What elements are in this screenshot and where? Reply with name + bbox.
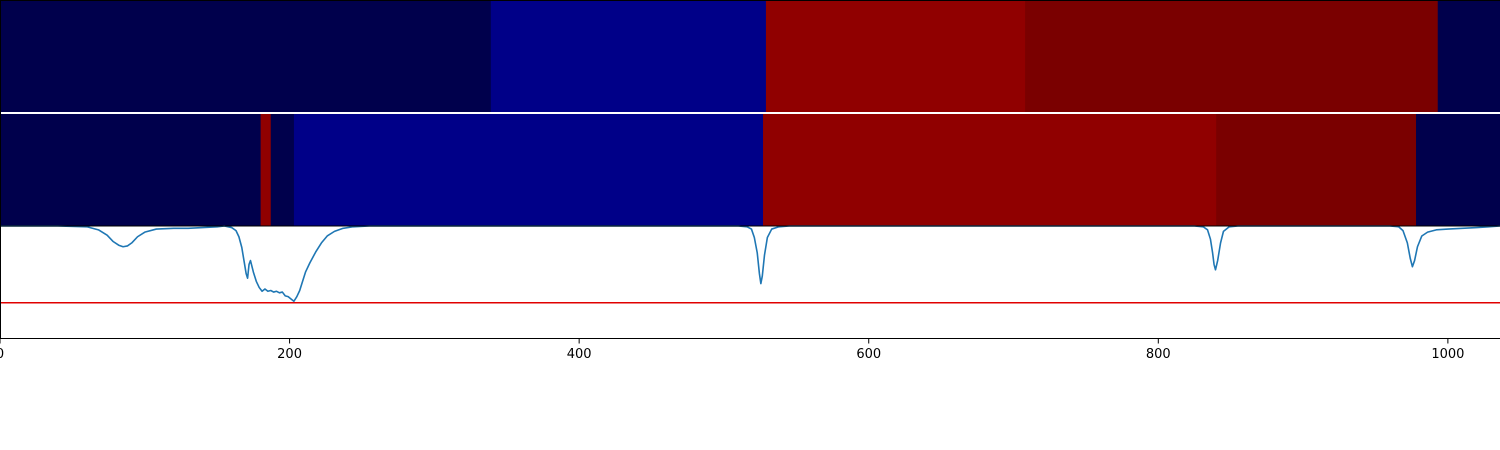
segment-row-1-block-6 — [1416, 114, 1500, 226]
segment-row-0-block-0 — [0, 1, 492, 112]
x-tick-label-5: 1000 — [1431, 347, 1464, 362]
segment-row-1-block-0 — [0, 114, 262, 226]
segment-row-0-block-1 — [490, 1, 767, 112]
x-tick-label-4: 800 — [1146, 347, 1171, 362]
x-tick-label-3: 600 — [856, 347, 881, 362]
segment-row-1-block-4 — [763, 114, 1217, 226]
segment-row-1-block-3 — [293, 114, 764, 226]
segment-row-1-block-2 — [270, 114, 295, 226]
segment-row-1-block-5 — [1216, 114, 1417, 226]
x-tick-label-1: 200 — [277, 347, 302, 362]
segment-row-top — [0, 1, 1500, 112]
x-axis: 0 200 400 600 800 1000 — [0, 338, 1464, 362]
x-tick-label-0: 0 — [0, 347, 4, 362]
curve-panel-background — [0, 226, 1500, 338]
segment-row-0-block-3 — [1025, 1, 1439, 112]
axes-frame — [0, 0, 1500, 339]
segment-row-0-block-2 — [765, 1, 1026, 112]
segment-row-0-block-4 — [1437, 1, 1500, 112]
segment-row-middle — [0, 114, 1500, 226]
curve-panel — [0, 225, 1500, 338]
segment-row-1-block-1 — [260, 114, 272, 226]
x-tick-label-2: 400 — [567, 347, 592, 362]
